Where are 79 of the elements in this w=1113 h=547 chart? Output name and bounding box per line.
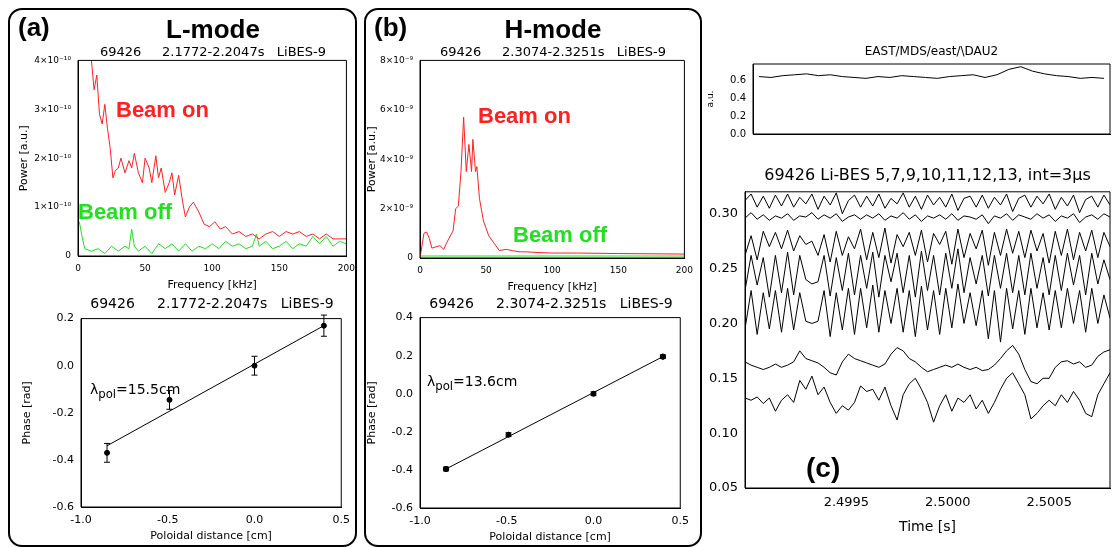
y-tick-label: 0.0 [56, 358, 74, 372]
y-tick-label: -0.6 [52, 499, 74, 513]
x-tick-label: 100 [543, 264, 562, 275]
series-label: Beam off [78, 199, 173, 225]
chart-title: 69426 2.1772-2.2047s LiBES-9 [89, 295, 335, 311]
chart-title: L-mode [165, 14, 261, 45]
y-tick-label: 0.30 [709, 205, 738, 221]
x-tick-label: 200 [337, 262, 356, 273]
y-tick-label: 4×10⁻¹⁰ [34, 54, 72, 65]
series-label: Beam on [478, 103, 571, 129]
y-tick-label: 0.2 [730, 109, 746, 121]
x-tick-label: 50 [139, 262, 152, 273]
x-tick-label: 2.5000 [925, 494, 971, 510]
y-axis-title: Power [a.u.] [365, 126, 379, 193]
chart-title: EAST/MDS/east/\DAU2 [863, 44, 1000, 58]
x-axis-title: Poloidal distance [cm] [150, 529, 272, 543]
y-tick-label: 0.10 [709, 424, 738, 440]
y-tick-label: -0.4 [391, 462, 413, 476]
y-tick-label: 2×10⁻⁹ [379, 202, 414, 213]
y-tick-label: 0 [65, 250, 72, 261]
y-axis-title: Power [a.u.] [17, 125, 31, 192]
y-tick-label: 0.20 [709, 314, 738, 330]
x-tick-label: 50 [480, 264, 493, 275]
y-tick-label: -0.4 [52, 452, 74, 466]
x-tick-label: 2.5005 [1026, 494, 1072, 510]
y-tick-label: -0.2 [391, 424, 413, 438]
y-tick-label: 4×10⁻⁹ [379, 153, 414, 164]
y-tick-label: 2×10⁻¹⁰ [34, 152, 72, 163]
chart-subtitle: 69426 2.1772-2.2047s LiBES-9 [99, 44, 327, 59]
y-axis-title: Phase [rad] [20, 381, 34, 445]
x-tick-label: 2.4995 [823, 494, 870, 510]
series-label: Beam off [513, 222, 608, 248]
y-tick-label: 0.05 [709, 479, 738, 495]
y-axis-title: a.u. [704, 90, 715, 108]
x-axis-title: Frequency [kHz] [167, 278, 257, 292]
x-tick-label: 0 [417, 264, 424, 275]
y-tick-label: 8×10⁻⁹ [379, 54, 414, 65]
x-tick-label: -0.5 [496, 514, 518, 528]
x-tick-label: 150 [609, 264, 628, 275]
y-tick-label: 0.4 [395, 310, 413, 324]
y-tick-label: 1×10⁻¹⁰ [34, 201, 72, 212]
y-tick-label: -0.2 [52, 405, 74, 419]
y-axis-title: Phase [rad] [365, 381, 379, 445]
y-tick-label: 0 [407, 252, 414, 263]
x-tick-label: -1.0 [409, 514, 431, 528]
x-tick-label: 0.0 [245, 513, 264, 527]
x-tick-label: 0 [75, 262, 82, 273]
y-tick-label: 0.2 [56, 311, 74, 325]
y-tick-label: 0.6 [730, 73, 746, 85]
chart-title: 69426 Li-BES 5,7,9,10,11,12,13, int=3μs [763, 165, 1092, 184]
y-tick-label: 0.0 [395, 386, 413, 400]
x-tick-label: 200 [675, 264, 694, 275]
y-tick-label: 6×10⁻⁹ [379, 104, 414, 115]
text: (a) [18, 12, 50, 43]
y-tick-label: 3×10⁻¹⁰ [34, 103, 72, 114]
x-axis-title: Poloidal distance [cm] [489, 530, 611, 544]
y-tick-label: 0.4 [730, 91, 746, 103]
y-tick-label: 0.15 [709, 369, 738, 385]
x-tick-label: 0.5 [332, 513, 350, 527]
y-tick-label: 0.0 [730, 127, 746, 139]
x-axis-title: Frequency [kHz] [507, 280, 597, 294]
x-tick-label: 0.5 [671, 514, 689, 528]
y-tick-label: 0.2 [395, 348, 413, 362]
chart-title: 69426 2.3074-2.3251s LiBES-9 [428, 295, 674, 311]
x-axis-title: Time [s] [898, 518, 956, 535]
y-tick-label: -0.6 [391, 500, 413, 514]
x-tick-label: -1.0 [70, 513, 92, 527]
chart-subtitle: 69426 2.3074-2.3251s LiBES-9 [439, 44, 667, 59]
text: (b) [374, 12, 408, 43]
x-tick-label: 0.0 [584, 514, 603, 528]
annotation: λ$_{pol}$=15.5cm [90, 381, 181, 401]
chart-title: H-mode [504, 14, 602, 44]
annotation: (c) [806, 452, 841, 484]
y-tick-label: 0.25 [709, 259, 738, 275]
x-tick-label: -0.5 [157, 513, 179, 527]
annotation: λ$_{pol}$=13.6cm [427, 373, 518, 393]
x-tick-label: 100 [203, 262, 222, 273]
x-tick-label: 150 [270, 262, 289, 273]
series-label: Beam on [116, 97, 209, 123]
